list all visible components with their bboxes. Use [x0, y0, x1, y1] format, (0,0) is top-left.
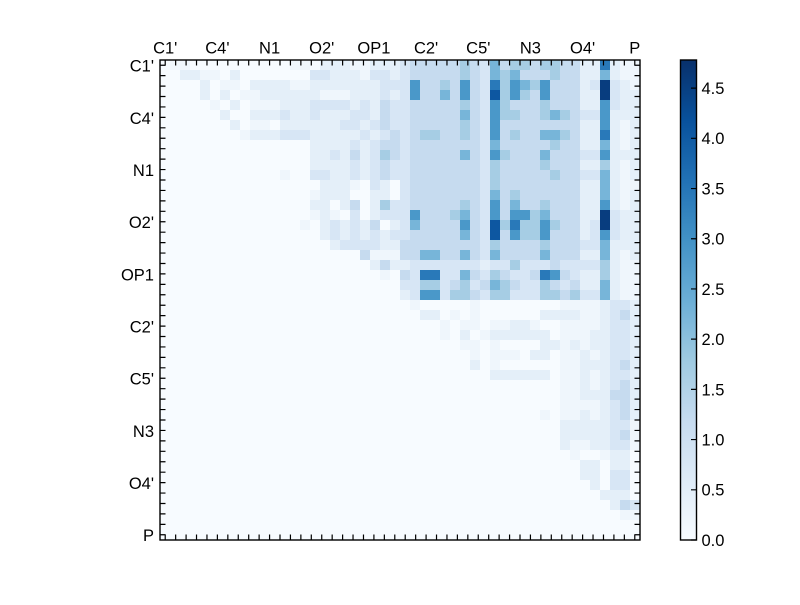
svg-text:C2': C2': [130, 319, 154, 337]
svg-text:OP1: OP1: [121, 266, 154, 284]
svg-text:O2': O2': [309, 40, 334, 58]
svg-text:N3: N3: [520, 40, 541, 58]
svg-text:0.5: 0.5: [702, 482, 725, 500]
svg-text:3.5: 3.5: [702, 180, 725, 198]
svg-text:C5': C5': [466, 40, 490, 58]
svg-text:C4': C4': [205, 40, 229, 58]
svg-text:1.5: 1.5: [702, 381, 725, 399]
svg-text:N3: N3: [133, 423, 154, 441]
svg-text:P: P: [143, 527, 154, 545]
svg-text:C1': C1': [153, 40, 177, 58]
svg-text:2.0: 2.0: [702, 331, 725, 349]
svg-text:O2': O2': [129, 214, 154, 232]
svg-text:4.0: 4.0: [702, 130, 725, 148]
svg-text:C5': C5': [130, 371, 154, 389]
svg-text:C1': C1': [130, 58, 154, 76]
svg-text:O4': O4': [129, 475, 154, 493]
svg-text:N1: N1: [133, 162, 154, 180]
svg-text:N1: N1: [259, 40, 280, 58]
svg-text:OP1: OP1: [357, 40, 390, 58]
svg-text:1.0: 1.0: [702, 432, 725, 450]
svg-text:0.0: 0.0: [702, 532, 725, 550]
svg-text:3.0: 3.0: [702, 231, 725, 249]
svg-text:O4': O4': [570, 40, 595, 58]
svg-text:C2': C2': [414, 40, 438, 58]
svg-text:C4': C4': [130, 110, 154, 128]
svg-text:2.5: 2.5: [702, 281, 725, 299]
svg-text:P: P: [629, 40, 640, 58]
svg-text:4.5: 4.5: [702, 80, 725, 98]
